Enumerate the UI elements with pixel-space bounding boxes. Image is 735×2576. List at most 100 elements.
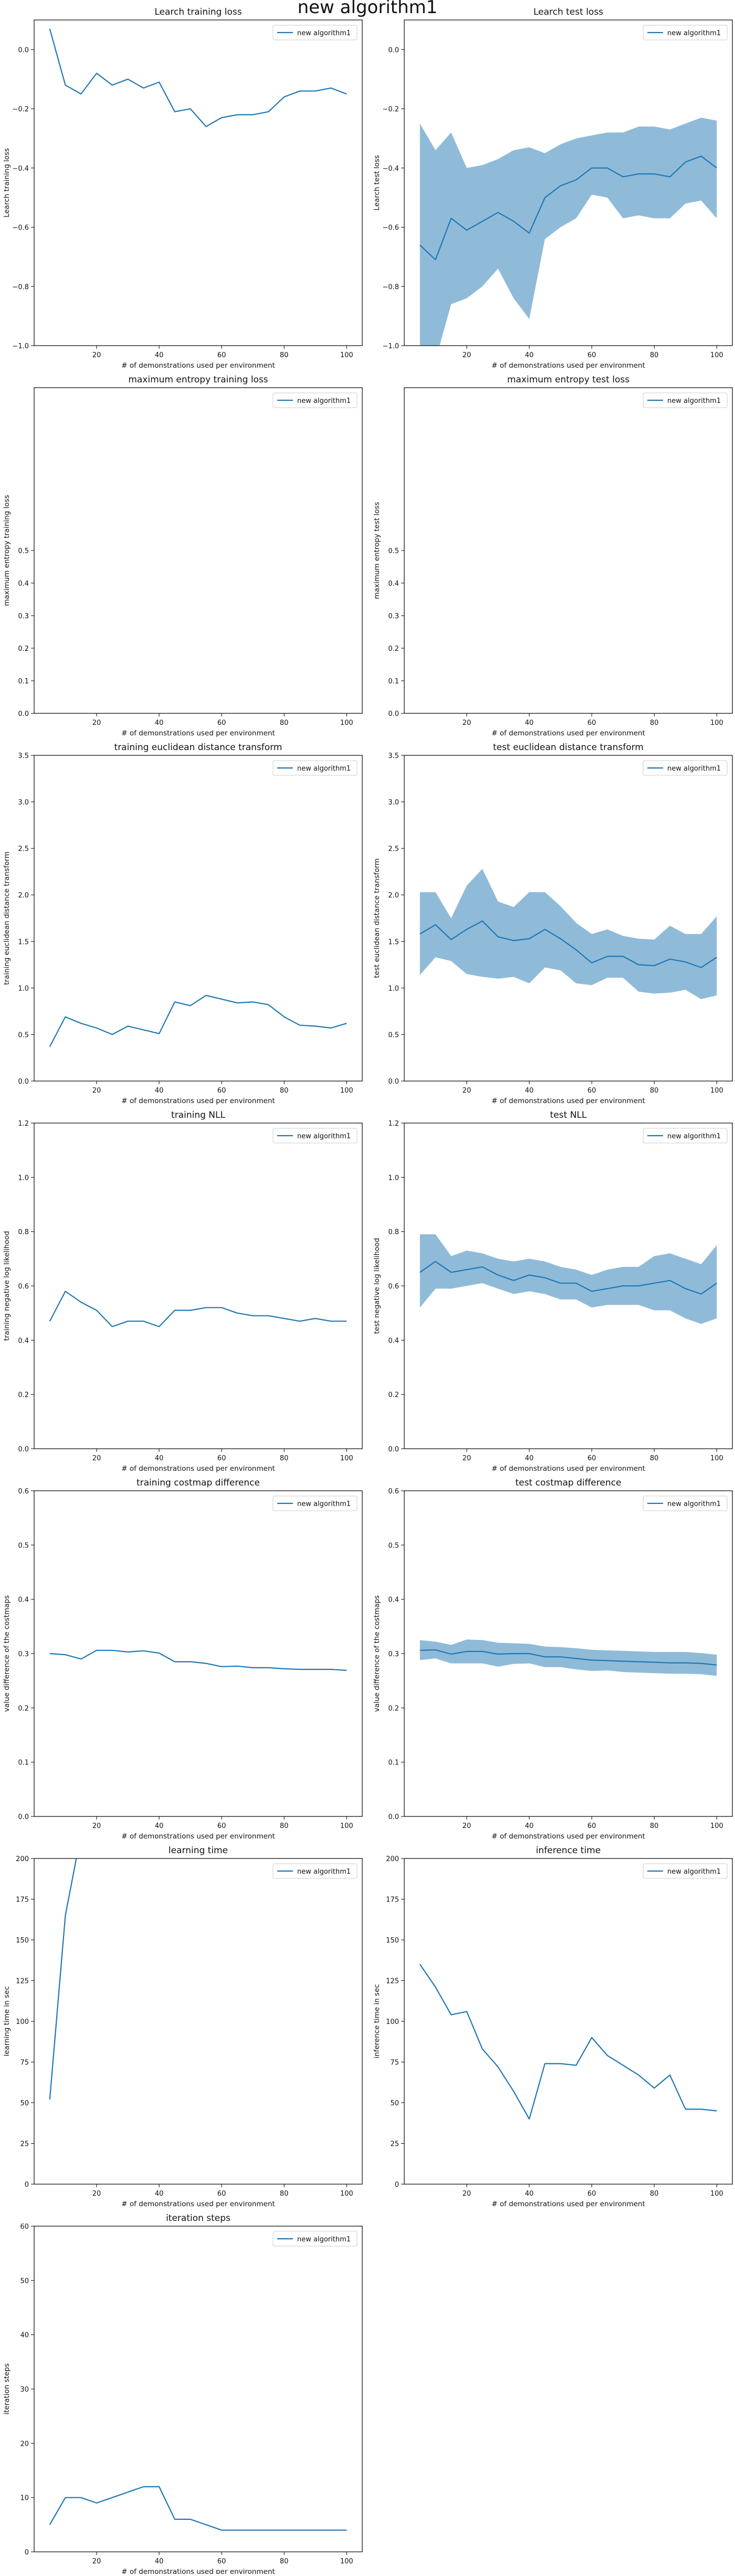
y-axis-label: inference time in sec <box>373 1984 381 2059</box>
y-tick-label: 0.0 <box>388 1446 399 1453</box>
y-axis-label: training negative log likelihood <box>3 1231 11 1341</box>
series-line <box>50 995 346 1047</box>
y-tick-label: 0.8 <box>388 1229 399 1237</box>
confidence-band <box>420 869 717 999</box>
y-tick-label: 0.1 <box>388 1759 399 1767</box>
y-tick-label: 100 <box>386 2018 399 2026</box>
y-tick-label: 1.0 <box>388 1174 399 1182</box>
series-line <box>50 1650 346 1670</box>
legend-label: new algorithm1 <box>297 1868 351 1876</box>
y-tick-label: 0.3 <box>18 1650 29 1658</box>
y-tick-label: −0.6 <box>12 224 29 232</box>
x-tick-label: 20 <box>92 2190 101 2198</box>
y-tick-label: 2.5 <box>18 845 29 853</box>
x-tick-label: 80 <box>280 1087 289 1095</box>
y-tick-label: 10 <box>20 2495 29 2502</box>
y-tick-label: 1.2 <box>18 1120 29 1128</box>
y-tick-label: 75 <box>20 2059 29 2067</box>
x-tick-label: 40 <box>155 2558 164 2565</box>
x-tick-label: 60 <box>587 1087 596 1095</box>
x-axis-label: # of demonstrations used per environment <box>491 2200 645 2208</box>
axes-frame <box>404 388 732 713</box>
axes-frame <box>34 2226 362 2552</box>
y-tick-label: 125 <box>386 1978 399 1986</box>
y-tick-label: 3.5 <box>18 752 29 760</box>
x-tick-label: 100 <box>710 1455 723 1462</box>
y-axis-label: value difference of the costmaps <box>373 1595 381 1712</box>
axes-frame <box>34 755 362 1081</box>
plot-area <box>420 118 717 360</box>
x-tick-label: 20 <box>92 719 101 727</box>
subplot-title: learning time <box>169 1845 228 1856</box>
plot-area <box>50 29 346 127</box>
x-tick-label: 80 <box>280 719 289 727</box>
y-tick-label: 0 <box>395 2181 399 2189</box>
x-tick-label: 100 <box>710 2190 723 2198</box>
y-tick-label: 0.5 <box>388 1031 399 1039</box>
y-tick-label: 0.5 <box>18 547 29 555</box>
plot-area <box>50 995 346 1047</box>
y-tick-label: 0.0 <box>18 46 29 54</box>
y-tick-label: 0.2 <box>388 1391 399 1399</box>
x-tick-label: 40 <box>525 2190 534 2198</box>
y-tick-label: −1.0 <box>382 342 399 350</box>
y-tick-label: 0.0 <box>388 46 399 54</box>
x-tick-label: 20 <box>463 351 471 359</box>
y-tick-label: 0.3 <box>388 612 399 620</box>
y-tick-label: 0.2 <box>388 645 399 653</box>
x-tick-label: 60 <box>217 2558 226 2565</box>
y-tick-label: 60 <box>20 2223 29 2231</box>
subplot-title: inference time <box>536 1845 601 1856</box>
y-tick-label: 175 <box>386 1896 399 1904</box>
x-tick-label: 100 <box>710 719 723 727</box>
y-tick-label: 0.5 <box>388 1542 399 1550</box>
subplot-title: training euclidean distance transform <box>114 742 282 753</box>
y-axis-label: maximum entropy test loss <box>373 502 381 599</box>
y-tick-label: 0.2 <box>18 1705 29 1712</box>
x-tick-label: 100 <box>710 1087 723 1095</box>
series-line <box>50 2487 346 2530</box>
subplot-title: maximum entropy test loss <box>507 375 629 385</box>
y-axis-label: training euclidean distance transform <box>3 851 11 985</box>
y-tick-label: 100 <box>16 2018 29 2026</box>
y-tick-label: 40 <box>20 2332 29 2340</box>
x-tick-label: 60 <box>217 2190 226 2198</box>
y-tick-label: 175 <box>16 1896 29 1904</box>
x-tick-label: 100 <box>340 719 353 727</box>
x-tick-label: 20 <box>463 1087 471 1095</box>
series-line <box>50 29 346 127</box>
y-tick-label: 20 <box>20 2440 29 2448</box>
x-tick-label: 60 <box>217 719 226 727</box>
y-tick-label: 0 <box>25 2181 29 2189</box>
x-axis-label: # of demonstrations used per environment <box>121 2200 275 2208</box>
y-tick-label: 150 <box>16 1937 29 1945</box>
legend-label: new algorithm1 <box>297 765 351 773</box>
confidence-band <box>420 118 717 360</box>
subplot-title: test euclidean distance transform <box>493 742 644 753</box>
x-tick-label: 100 <box>340 2558 353 2565</box>
y-tick-label: 0.0 <box>18 710 29 718</box>
x-tick-label: 40 <box>525 351 534 359</box>
y-tick-label: 2.5 <box>388 845 399 853</box>
y-tick-label: 3.0 <box>388 799 399 807</box>
x-axis-label: # of demonstrations used per environment <box>491 361 645 370</box>
x-tick-label: 60 <box>217 1087 226 1095</box>
x-tick-label: 20 <box>92 351 101 359</box>
y-axis-label: Learch test loss <box>373 155 381 211</box>
y-tick-label: 0.4 <box>18 1337 29 1345</box>
y-tick-label: 150 <box>386 1937 399 1945</box>
x-tick-label: 80 <box>650 1822 659 1830</box>
x-tick-label: 80 <box>650 1087 659 1095</box>
x-tick-label: 20 <box>463 2190 471 2198</box>
y-tick-label: 0.5 <box>388 547 399 555</box>
y-tick-label: 0.1 <box>18 1759 29 1767</box>
y-tick-label: 0.4 <box>388 1596 399 1604</box>
y-tick-label: 0.6 <box>388 1488 399 1495</box>
y-tick-label: 0.4 <box>388 580 399 588</box>
x-axis-label: # of demonstrations used per environment <box>121 1464 275 1473</box>
legend-label: new algorithm1 <box>297 2236 351 2243</box>
x-tick-label: 80 <box>650 351 659 359</box>
